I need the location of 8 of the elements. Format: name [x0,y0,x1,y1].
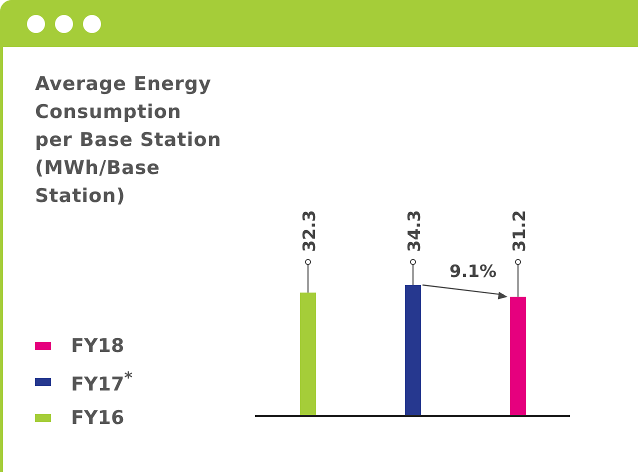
legend-label: FY17$^{*}$ [71,368,132,396]
data-label: 32.3 [300,210,320,252]
text: 9.1% [449,262,497,282]
data-label: 31.2 [510,210,530,252]
data-label: 34.3 [405,210,425,252]
legend-label: FY18 [71,335,124,357]
legend-label: FY16 [71,407,124,429]
chart-title: Average Energy Consumption per Base Station (MWh/Base Station) [35,72,222,209]
